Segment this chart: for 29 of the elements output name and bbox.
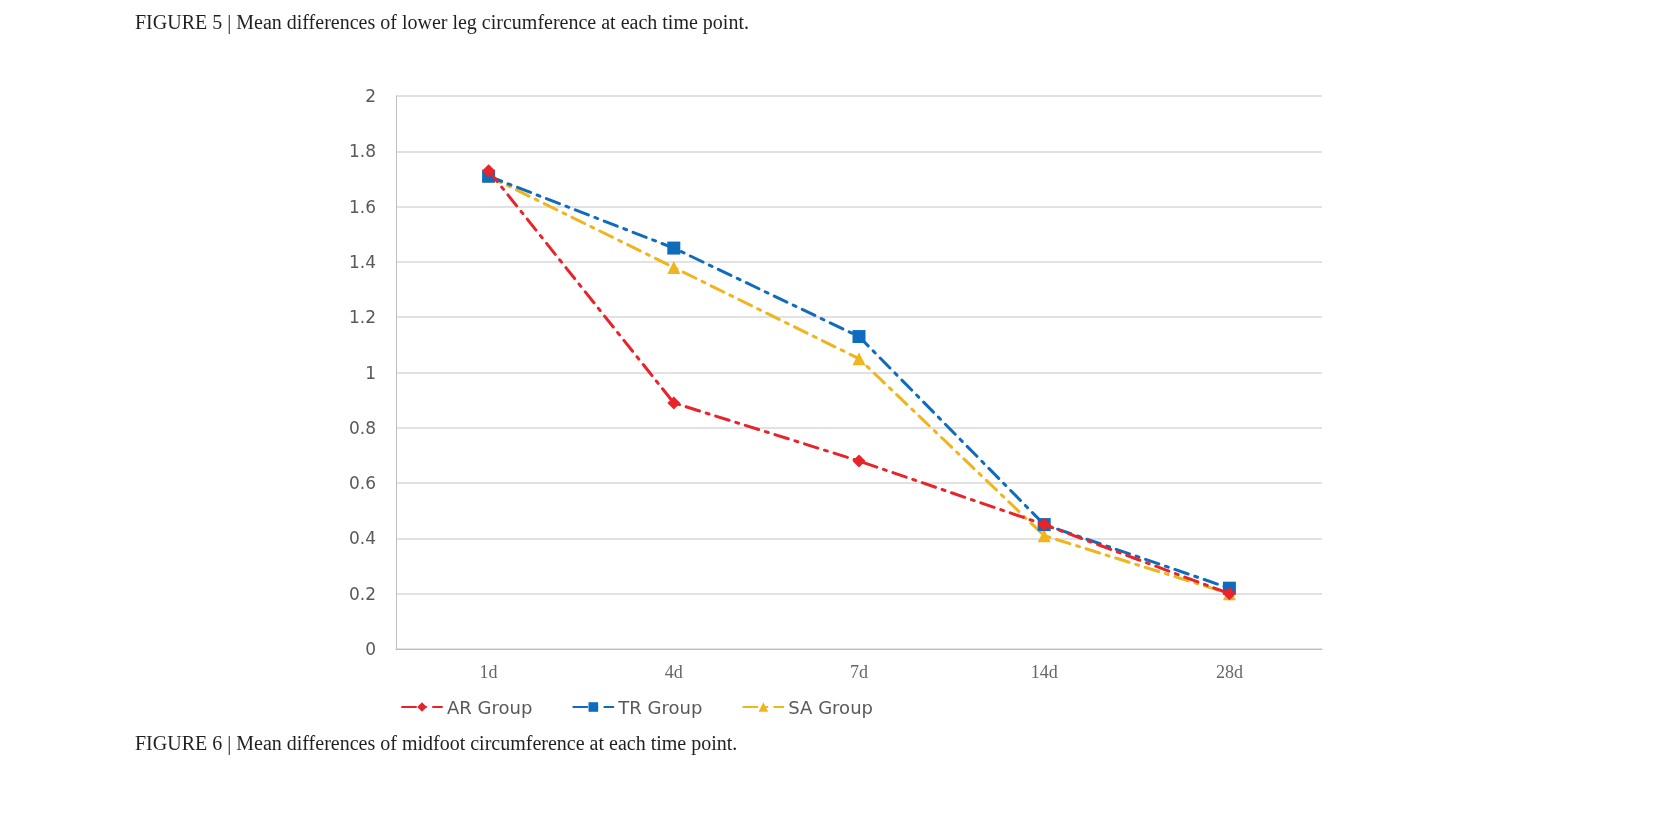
- y-tick-label: 0.4: [348, 528, 376, 549]
- point: [852, 454, 866, 468]
- caption: FIGURE 5 | Mean differences of lower leg circumference at each time point.: [135, 11, 749, 34]
- x-tick-label: 1d: [479, 662, 498, 682]
- x-tick-label: 4d: [664, 662, 683, 682]
- y-tick-label: 1.6: [348, 196, 376, 217]
- y-tick-label: 0.6: [348, 473, 376, 494]
- legend-label: TR Group: [617, 696, 703, 718]
- y-tick-label: 0.8: [348, 417, 376, 438]
- point: [667, 241, 681, 255]
- x-tick-label: 14d: [1030, 662, 1058, 682]
- point: [1037, 529, 1051, 543]
- point: [482, 164, 496, 178]
- point: [852, 352, 866, 366]
- y-tick-label: 0.2: [348, 583, 376, 604]
- y-tick-label: 1.8: [348, 141, 376, 162]
- y-tick-label: 1.2: [348, 307, 376, 328]
- caption: FIGURE 6 | Mean differences of midfoot circumference at each time point.: [135, 732, 738, 755]
- point: [667, 260, 681, 274]
- y-tick-label: 2: [365, 86, 376, 106]
- y-tick-label: 0: [365, 639, 376, 659]
- x-tick-label: 7d: [850, 662, 868, 682]
- point: [667, 396, 681, 410]
- y-tick-label: 1.4: [348, 251, 376, 272]
- x-tick-label: 28d: [1215, 662, 1243, 682]
- legend-label: SA Group: [788, 696, 873, 718]
- legend-label: AR Group: [447, 696, 533, 718]
- point: [852, 330, 866, 344]
- y-tick-label: 1: [365, 362, 376, 383]
